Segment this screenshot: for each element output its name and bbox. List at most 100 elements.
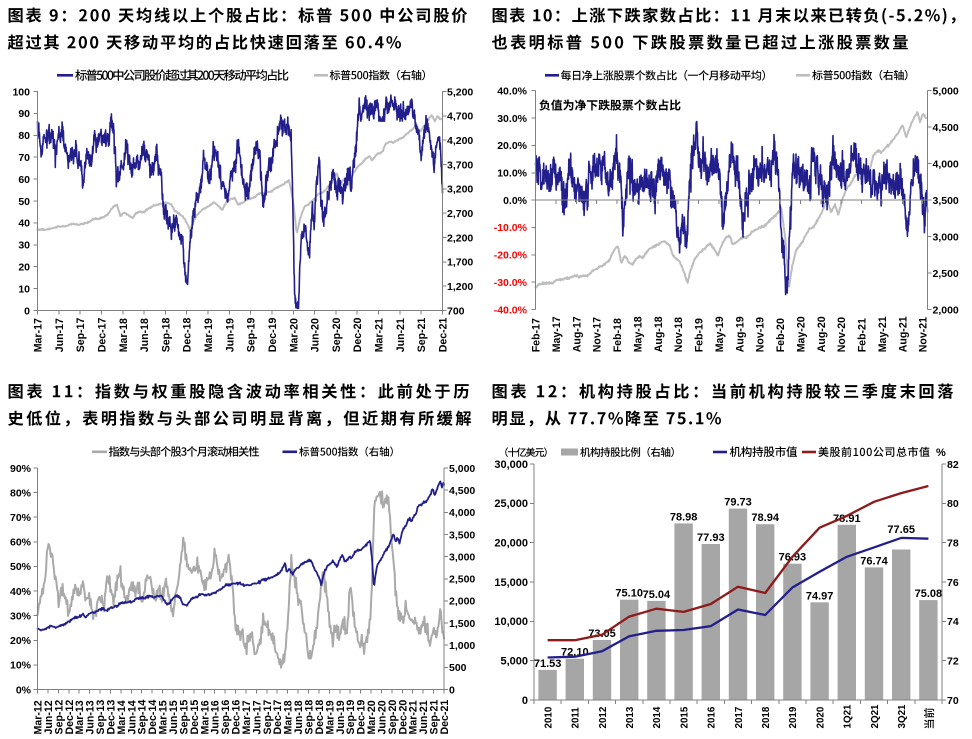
svg-text:2,700: 2,700 <box>447 208 473 220</box>
svg-text:3,500: 3,500 <box>449 529 475 541</box>
svg-text:80: 80 <box>947 498 959 510</box>
svg-text:Aug-17: Aug-17 <box>571 316 583 352</box>
svg-text:0: 0 <box>24 305 30 317</box>
svg-text:20,000: 20,000 <box>494 538 528 550</box>
svg-text:Dec-15: Dec-15 <box>189 700 201 735</box>
svg-text:Jun-17: Jun-17 <box>251 700 263 734</box>
svg-text:2012: 2012 <box>598 706 609 728</box>
svg-text:500: 500 <box>449 662 467 674</box>
svg-text:Sep-20: Sep-20 <box>331 317 343 352</box>
svg-text:Jun-20: Jun-20 <box>377 700 389 734</box>
svg-text:90: 90 <box>18 108 30 120</box>
svg-text:2019: 2019 <box>788 706 799 728</box>
svg-text:78.94: 78.94 <box>751 512 779 524</box>
svg-text:Sep-18: Sep-18 <box>160 317 172 352</box>
svg-text:4,500: 4,500 <box>933 122 959 134</box>
svg-text:Mar-18: Mar-18 <box>283 700 295 734</box>
svg-text:30.0%: 30.0% <box>497 113 527 125</box>
svg-text:1Q21: 1Q21 <box>843 704 854 729</box>
svg-text:2016: 2016 <box>707 706 718 728</box>
svg-text:75.08: 75.08 <box>915 588 943 600</box>
svg-text:May-18: May-18 <box>632 316 644 352</box>
svg-text:2014: 2014 <box>652 706 663 728</box>
svg-text:74.97: 74.97 <box>806 590 834 602</box>
svg-text:3,000: 3,000 <box>933 231 959 243</box>
svg-text:5,000: 5,000 <box>449 463 475 475</box>
svg-text:Jun-17: Jun-17 <box>54 318 66 352</box>
svg-text:2015: 2015 <box>679 706 690 728</box>
svg-text:20.0%: 20.0% <box>497 140 527 152</box>
svg-text:79.73: 79.73 <box>724 497 752 509</box>
svg-text:Jun-15: Jun-15 <box>168 700 180 734</box>
svg-text:5,000: 5,000 <box>500 656 528 668</box>
svg-text:71.53: 71.53 <box>534 658 562 670</box>
svg-text:5,200: 5,200 <box>447 86 473 98</box>
svg-text:Mar-15: Mar-15 <box>158 700 170 734</box>
svg-text:-10.0%: -10.0% <box>494 222 528 234</box>
svg-text:Dec-17: Dec-17 <box>96 317 108 352</box>
svg-text:Nov-18: Nov-18 <box>673 317 685 352</box>
svg-text:70%: 70% <box>10 512 32 524</box>
svg-text:Jun-14: Jun-14 <box>126 700 138 734</box>
svg-text:Nov-17: Nov-17 <box>592 317 604 352</box>
svg-text:40: 40 <box>18 218 30 230</box>
svg-text:78.98: 78.98 <box>670 511 698 523</box>
svg-text:Jun-19: Jun-19 <box>224 318 236 352</box>
svg-text:Nov-19: Nov-19 <box>755 317 767 352</box>
svg-text:15,000: 15,000 <box>494 577 528 589</box>
svg-text:0%: 0% <box>16 684 32 696</box>
svg-text:Mar-21: Mar-21 <box>374 318 386 352</box>
svg-text:Jun-21: Jun-21 <box>418 700 430 734</box>
svg-text:Nov-21: Nov-21 <box>918 317 930 352</box>
svg-text:Sep-20: Sep-20 <box>387 700 399 735</box>
svg-text:Feb-19: Feb-19 <box>694 318 706 352</box>
svg-text:75.04: 75.04 <box>643 589 671 601</box>
svg-text:Mar-19: Mar-19 <box>203 318 215 352</box>
svg-text:90%: 90% <box>10 463 32 475</box>
svg-text:1,000: 1,000 <box>449 640 475 652</box>
svg-text:2,200: 2,200 <box>447 232 473 244</box>
svg-text:Mar-13: Mar-13 <box>74 700 86 734</box>
svg-text:3,200: 3,200 <box>447 184 473 196</box>
svg-text:76: 76 <box>947 577 959 589</box>
svg-text:50%: 50% <box>10 561 32 573</box>
svg-text:77.65: 77.65 <box>887 524 915 536</box>
svg-text:70: 70 <box>947 695 959 707</box>
svg-text:Aug-20: Aug-20 <box>816 316 828 352</box>
svg-text:Jun-19: Jun-19 <box>335 700 347 734</box>
svg-text:10,000: 10,000 <box>494 616 528 628</box>
svg-text:25,000: 25,000 <box>494 498 528 510</box>
svg-text:May-17: May-17 <box>551 316 563 352</box>
svg-text:10%: 10% <box>10 660 32 672</box>
svg-text:May-21: May-21 <box>877 316 889 352</box>
svg-text:3Q21: 3Q21 <box>897 704 908 729</box>
svg-text:2010: 2010 <box>543 706 554 728</box>
svg-text:2011: 2011 <box>571 707 582 729</box>
svg-text:Sep-17: Sep-17 <box>75 317 87 352</box>
svg-text:70: 70 <box>18 152 30 164</box>
svg-text:Dec-19: Dec-19 <box>267 317 279 352</box>
svg-text:Jun-12: Jun-12 <box>43 700 55 734</box>
svg-text:4,700: 4,700 <box>447 111 473 123</box>
svg-text:Sep-13: Sep-13 <box>95 700 107 735</box>
svg-text:78.91: 78.91 <box>833 513 861 525</box>
svg-text:0: 0 <box>449 684 455 696</box>
svg-text:-40.0%: -40.0% <box>494 304 528 316</box>
svg-text:4,200: 4,200 <box>447 135 473 147</box>
svg-text:Mar-20: Mar-20 <box>366 700 378 734</box>
svg-text:20: 20 <box>18 262 30 274</box>
svg-text:2,000: 2,000 <box>449 596 475 608</box>
svg-text:Jun-16: Jun-16 <box>210 700 222 734</box>
svg-text:Sep-18: Sep-18 <box>304 700 316 735</box>
svg-text:1,200: 1,200 <box>447 281 473 293</box>
svg-text:Sep-21: Sep-21 <box>429 700 441 735</box>
svg-text:1,700: 1,700 <box>447 257 473 269</box>
svg-text:72: 72 <box>947 656 959 668</box>
svg-text:2018: 2018 <box>761 706 772 728</box>
svg-text:Dec-13: Dec-13 <box>106 700 118 735</box>
svg-text:2,000: 2,000 <box>933 304 959 316</box>
svg-text:2,500: 2,500 <box>933 268 959 280</box>
svg-text:Dec-20: Dec-20 <box>352 317 364 352</box>
svg-text:2020: 2020 <box>815 706 826 728</box>
svg-text:Sep-16: Sep-16 <box>220 700 232 735</box>
